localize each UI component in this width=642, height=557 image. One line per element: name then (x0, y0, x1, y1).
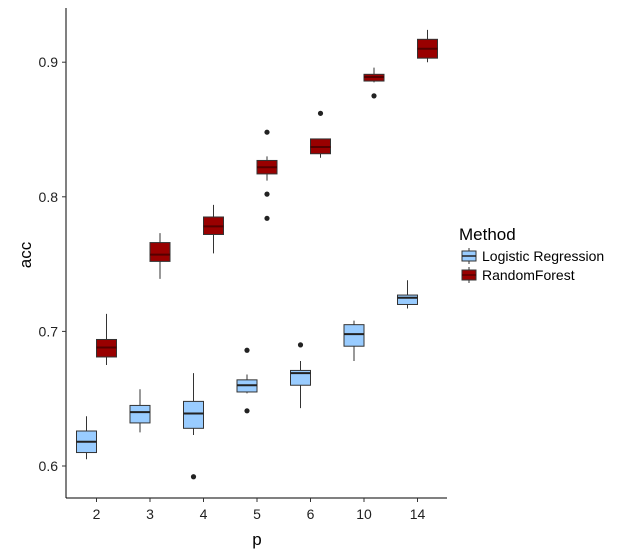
box-group (310, 110, 331, 158)
box (290, 369, 311, 386)
box-group (363, 67, 385, 99)
x-tick-label: 3 (146, 506, 154, 522)
box-group (96, 313, 117, 366)
x-tick-label: 10 (356, 506, 372, 522)
outlier-point (244, 408, 250, 414)
outlier-point (264, 215, 270, 221)
box-group (203, 204, 224, 254)
x-ticks: 2 3 4 5 6 10 14 (93, 498, 426, 522)
box (397, 294, 418, 305)
y-ticks: 0.6 0.7 0.8 0.9 (39, 54, 66, 474)
x-tick-label: 6 (307, 506, 315, 522)
outlier-point (297, 342, 304, 348)
outlier-point (244, 347, 250, 353)
legend-label: RandomForest (482, 267, 575, 283)
box-group (417, 29, 438, 63)
x-tick-label: 14 (410, 506, 426, 522)
y-tick-label: 0.6 (39, 458, 59, 474)
y-tick-label: 0.9 (39, 54, 59, 70)
box-group (129, 389, 151, 433)
box-group (76, 416, 97, 460)
box (129, 404, 151, 424)
box-group (343, 320, 365, 362)
legend-key (461, 267, 477, 283)
box-group (149, 233, 171, 279)
box-group (256, 129, 278, 221)
outlier-point (190, 474, 197, 480)
box-group (397, 280, 418, 309)
legend-key (461, 248, 477, 264)
box (183, 400, 204, 429)
legend-label: Logistic Regression (482, 248, 604, 264)
box-group (290, 342, 311, 409)
box-group (236, 347, 258, 414)
outlier-point (264, 191, 270, 197)
outlier-point (371, 93, 377, 99)
axes (65, 8, 447, 499)
box-group (183, 373, 204, 480)
y-tick-label: 0.8 (39, 189, 59, 205)
y-tick-label: 0.7 (39, 323, 59, 339)
legend: Method Logistic Regression RandomForest (459, 225, 604, 283)
legend-title: Method (459, 225, 516, 244)
x-tick-label: 4 (200, 506, 208, 522)
outlier-point (264, 129, 270, 135)
x-tick-label: 5 (253, 506, 261, 522)
plot-area (76, 29, 438, 480)
box (343, 324, 365, 347)
box (149, 242, 171, 262)
outlier-point (317, 110, 324, 116)
y-axis-title: acc (16, 241, 35, 268)
x-axis-title: p (252, 530, 261, 549)
x-tick-label: 2 (93, 506, 101, 522)
